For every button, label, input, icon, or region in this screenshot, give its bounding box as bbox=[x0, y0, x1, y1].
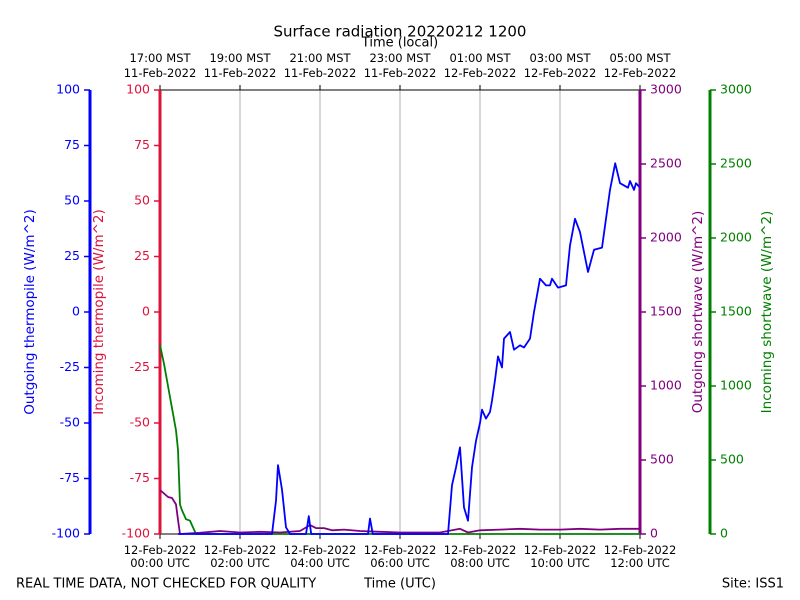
x-tick-label-line: 00:00 UTC bbox=[130, 556, 190, 570]
y-tick-label: 75 bbox=[134, 137, 150, 152]
x-tick-label-line: 12-Feb-2022 bbox=[284, 543, 357, 557]
y-tick-label: 3000 bbox=[650, 82, 682, 97]
x-tick-label: 12-Feb-2022 12:00 UTC bbox=[604, 543, 677, 570]
x-tick-label-line: 12-Feb-2022 bbox=[204, 543, 277, 557]
x-tick-label: 12-Feb-2022 04:00 UTC bbox=[284, 543, 357, 570]
x-tick-label-line: 12:00 UTC bbox=[610, 556, 670, 570]
x-axis-label: Time (UTC) bbox=[363, 577, 436, 592]
y-tick-label: 50 bbox=[134, 193, 150, 208]
x-tick-label-line: 06:00 UTC bbox=[370, 556, 430, 570]
y-tick-label: -75 bbox=[130, 470, 150, 485]
y-tick-label: 0 bbox=[650, 526, 658, 541]
x-tick-label-line: 02:00 UTC bbox=[210, 556, 270, 570]
y-tick-label: 1000 bbox=[720, 378, 752, 393]
site-label: Site: ISS1 bbox=[722, 577, 784, 592]
y-tick-label: -25 bbox=[60, 359, 80, 374]
y-tick-label: 100 bbox=[56, 82, 80, 97]
x-tick-label-line: 12-Feb-2022 bbox=[444, 543, 517, 557]
y-axis-label: Outgoing thermopile (W/m^2) bbox=[22, 209, 38, 415]
y-tick-label: 75 bbox=[64, 137, 80, 152]
x-tick-label: 12-Feb-2022 06:00 UTC bbox=[364, 543, 437, 570]
y-tick-label: 50 bbox=[64, 193, 80, 208]
x2-tick-label-line: 12-Feb-2022 bbox=[604, 66, 677, 80]
x2-tick-label-line: 17:00 MST bbox=[129, 51, 191, 65]
x2-tick-label-line: 11-Feb-2022 bbox=[364, 66, 437, 80]
series-line bbox=[178, 162, 641, 535]
x2-tick-label: 05:00 MST 12-Feb-2022 bbox=[604, 51, 677, 80]
x2-tick-label-line: 11-Feb-2022 bbox=[204, 66, 277, 80]
y-tick-label: 25 bbox=[64, 248, 80, 263]
x-tick-label-line: 12-Feb-2022 bbox=[124, 543, 197, 557]
x-tick-label-line: 04:00 UTC bbox=[290, 556, 350, 570]
x2-tick-label: 17:00 MST 11-Feb-2022 bbox=[124, 51, 197, 80]
x-tick-label: 12-Feb-2022 02:00 UTC bbox=[204, 543, 277, 570]
x-tick-label-line: 12-Feb-2022 bbox=[524, 543, 597, 557]
x2-tick-label: 01:00 MST 12-Feb-2022 bbox=[444, 51, 517, 80]
y-tick-label: 500 bbox=[720, 452, 744, 467]
y-tick-label: -100 bbox=[122, 526, 150, 541]
y-tick-label: -100 bbox=[52, 526, 80, 541]
y-tick-label: -25 bbox=[130, 359, 150, 374]
chart-title: Surface radiation 20220212 1200 bbox=[274, 23, 527, 41]
x-tick-label-line: 08:00 UTC bbox=[450, 556, 510, 570]
y-tick-label: -75 bbox=[60, 470, 80, 485]
x2-tick-label: 23:00 MST 11-Feb-2022 bbox=[364, 51, 437, 80]
x2-tick-label: 19:00 MST 11-Feb-2022 bbox=[204, 51, 277, 80]
y-tick-label: 0 bbox=[720, 526, 728, 541]
x-tick-label-line: 10:00 UTC bbox=[530, 556, 590, 570]
y-tick-label: -50 bbox=[60, 415, 80, 430]
x2-tick-label-line: 12-Feb-2022 bbox=[524, 66, 597, 80]
x2-tick-label-line: 01:00 MST bbox=[449, 51, 511, 65]
y-tick-label: 100 bbox=[126, 82, 150, 97]
footnote: REAL TIME DATA, NOT CHECKED FOR QUALITY bbox=[16, 577, 316, 592]
y-axis-label: Incoming thermopile (W/m^2) bbox=[91, 209, 107, 415]
y-tick-label: 500 bbox=[650, 452, 674, 467]
y-tick-label: 1000 bbox=[650, 378, 682, 393]
x2-tick-label-line: 12-Feb-2022 bbox=[444, 66, 517, 80]
x2-tick-label-line: 21:00 MST bbox=[289, 51, 351, 65]
y-tick-label: 2500 bbox=[720, 156, 752, 171]
x2-tick-label-line: 11-Feb-2022 bbox=[284, 66, 357, 80]
y-tick-label: 0 bbox=[142, 304, 150, 319]
x2-axis-label: Time (local) bbox=[361, 36, 438, 51]
x2-tick-label-line: 23:00 MST bbox=[369, 51, 431, 65]
y-tick-label: 1500 bbox=[720, 304, 752, 319]
x-tick-label: 12-Feb-2022 10:00 UTC bbox=[524, 543, 597, 570]
y-tick-label: 1500 bbox=[650, 304, 682, 319]
x2-tick-label-line: 11-Feb-2022 bbox=[124, 66, 197, 80]
x-tick-label: 12-Feb-2022 00:00 UTC bbox=[124, 543, 197, 570]
y-tick-label: 25 bbox=[134, 248, 150, 263]
series-line bbox=[159, 344, 640, 535]
x-tick-label: 12-Feb-2022 08:00 UTC bbox=[444, 543, 517, 570]
y-tick-label: 2000 bbox=[650, 230, 682, 245]
x2-tick-label-line: 05:00 MST bbox=[609, 51, 671, 65]
x-tick-label-line: 12-Feb-2022 bbox=[604, 543, 677, 557]
y-tick-label: 0 bbox=[72, 304, 80, 319]
y-axis-label: Outgoing shortwave (W/m^2) bbox=[690, 211, 706, 414]
y-axis-label: Incoming shortwave (W/m^2) bbox=[759, 211, 775, 414]
x-tick-label-line: 12-Feb-2022 bbox=[364, 543, 437, 557]
x2-tick-label: 03:00 MST 12-Feb-2022 bbox=[524, 51, 597, 80]
x2-tick-label: 21:00 MST 11-Feb-2022 bbox=[284, 51, 357, 80]
y-tick-label: 2500 bbox=[650, 156, 682, 171]
x2-tick-label-line: 19:00 MST bbox=[209, 51, 271, 65]
x2-tick-label-line: 03:00 MST bbox=[529, 51, 591, 65]
y-tick-label: 3000 bbox=[720, 82, 752, 97]
y-tick-label: 2000 bbox=[720, 230, 752, 245]
y-tick-label: -50 bbox=[130, 415, 150, 430]
